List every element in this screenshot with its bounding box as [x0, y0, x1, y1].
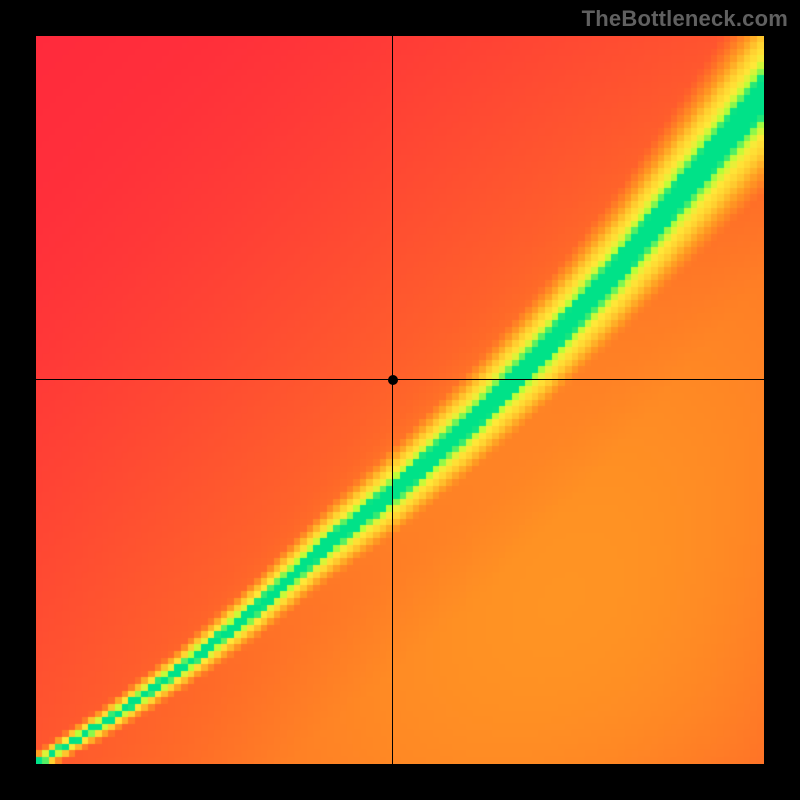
- crosshair-horizontal: [36, 379, 764, 380]
- chart-container: TheBottleneck.com: [0, 0, 800, 800]
- crosshair-marker: [388, 375, 398, 385]
- watermark-text: TheBottleneck.com: [582, 6, 788, 32]
- crosshair-vertical: [392, 36, 393, 764]
- bottleneck-heatmap: [36, 36, 764, 764]
